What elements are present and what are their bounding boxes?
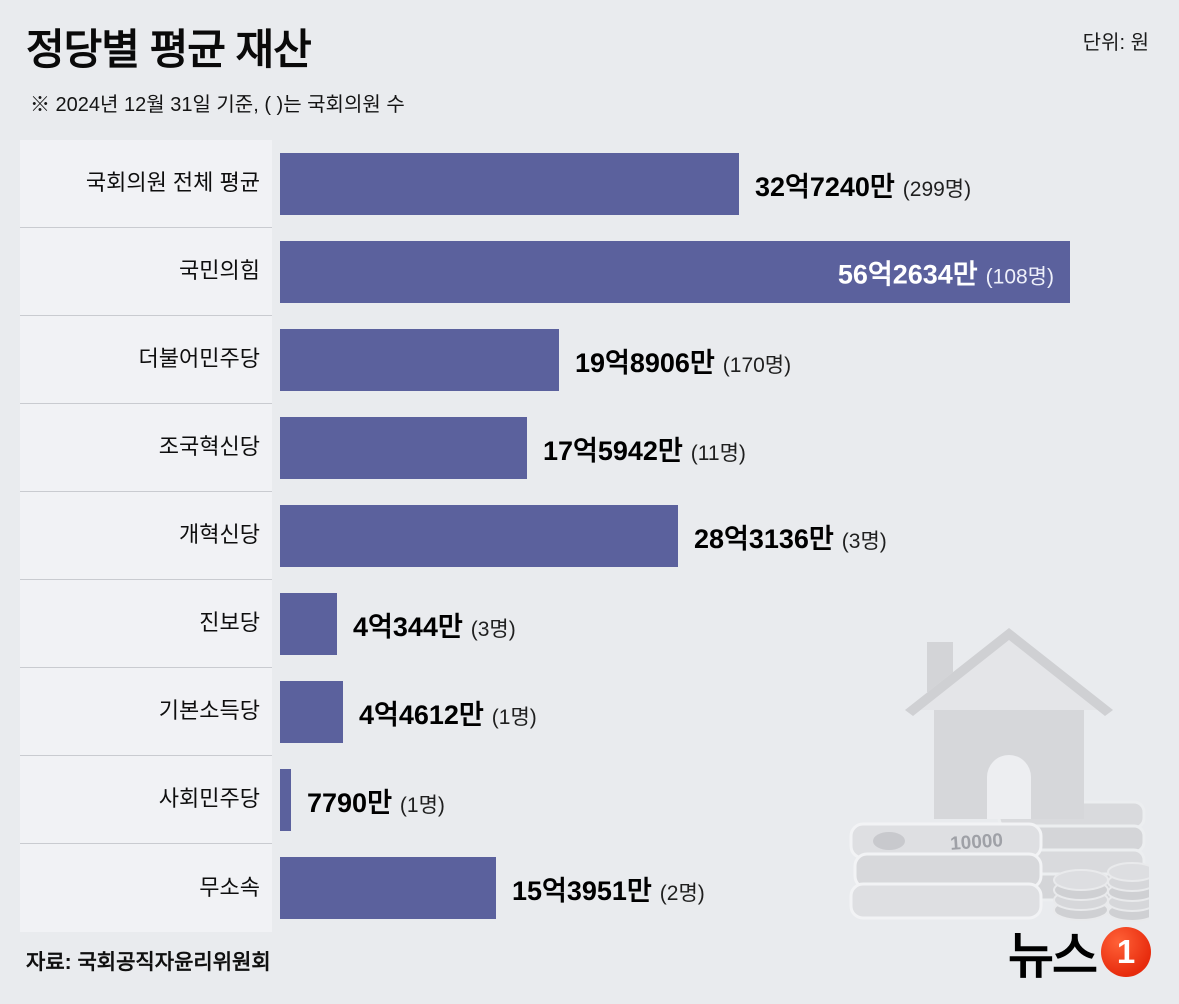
bar	[280, 681, 343, 743]
bar	[280, 417, 527, 479]
member-count: (2명)	[659, 881, 705, 905]
value-amount: 7790만	[307, 787, 392, 818]
bar-area: 17억5942만 (11명)	[280, 404, 1161, 492]
front-banknote-stack: 10000	[849, 822, 1043, 920]
value-amount: 32억7240만	[755, 171, 895, 202]
news1-logo-badge: 1	[1101, 927, 1151, 977]
value-label: 19억8906만 (170명)	[575, 341, 791, 380]
value-label: 7790만 (1명)	[307, 781, 445, 820]
value-amount: 19억8906만	[575, 347, 715, 378]
banknote-denomination: 10000	[950, 830, 1004, 855]
bar	[280, 857, 496, 919]
page-title: 정당별 평균 재산	[26, 26, 312, 73]
chart-row: 더불어민주당 19억8906만 (170명)	[20, 316, 1161, 404]
bar-area: 19억8906만 (170명)	[280, 316, 1161, 404]
value-label: 15억3951만 (2명)	[512, 869, 705, 908]
bar-area: 4억4612만 (1명)	[280, 668, 1161, 756]
chart-row: 국회의원 전체 평균 32억7240만 (299명)	[20, 140, 1161, 228]
chart-row: 사회민주당 7790만 (1명)	[20, 756, 1161, 844]
coin-stacks	[1053, 862, 1149, 922]
category-label: 기본소득당	[20, 668, 272, 756]
news1-logo: 뉴스 1	[1008, 916, 1151, 988]
value-label: 32억7240만 (299명)	[755, 165, 971, 204]
value-amount: 28억3136만	[694, 523, 834, 554]
value-label: 56억2634만 (108명)	[838, 253, 1054, 292]
bar	[280, 769, 291, 831]
member-count: (11명)	[690, 441, 746, 465]
chart-row: 진보당 4억344만 (3명)	[20, 580, 1161, 668]
chart-note: ※ 2024년 12월 31일 기준, ( )는 국회의원 수	[30, 94, 405, 116]
value-amount: 56억2634만	[837, 259, 978, 290]
bar-area: 28억3136만 (3명)	[280, 492, 1161, 580]
category-label: 국회의원 전체 평균	[20, 140, 272, 228]
member-count: (170명)	[722, 353, 792, 377]
money-house-illustration: 10000	[849, 628, 1149, 922]
chart-row: 무소속 15억3951만 (2명)	[20, 844, 1161, 932]
news1-logo-text: 뉴스	[1008, 928, 1098, 984]
member-count: (3명)	[841, 529, 887, 553]
bar-area: 56억2634만 (108명)	[280, 228, 1161, 316]
unit-label: 단위: 원	[1082, 32, 1149, 54]
category-label: 개혁신당	[20, 492, 272, 580]
value-label: 28억3136만 (3명)	[694, 517, 887, 556]
house-icon	[905, 628, 1113, 819]
bar-chart: 국회의원 전체 평균 32억7240만 (299명) 국민의힘 56억2634만 (108…	[20, 140, 1161, 934]
member-count: (3명)	[470, 617, 516, 641]
value-amount: 4억344만	[353, 611, 463, 642]
category-label: 조국혁신당	[20, 404, 272, 492]
chart-row: 국민의힘 56억2634만 (108명)	[20, 228, 1161, 316]
category-label: 사회민주당	[20, 756, 272, 844]
bar-area: 32억7240만 (299명)	[280, 140, 1161, 228]
member-count: (1명)	[491, 705, 537, 729]
bar-area: 15억3951만 (2명)	[280, 844, 1161, 932]
bar: 56억2634만 (108명)	[280, 241, 1070, 303]
chart-row: 조국혁신당 17억5942만 (11명)	[20, 404, 1161, 492]
value-amount: 17억5942만	[543, 435, 683, 466]
category-label: 더불어민주당	[20, 316, 272, 404]
bar	[280, 593, 337, 655]
value-label: 4억344만 (3명)	[353, 605, 516, 644]
member-count: (299명)	[902, 177, 972, 201]
value-label: 4억4612만 (1명)	[359, 693, 537, 732]
bar-area: 7790만 (1명)	[280, 756, 1161, 844]
data-source: 자료: 국회공직자윤리위원회	[26, 951, 271, 974]
value-amount: 15억3951만	[512, 875, 652, 906]
member-count: (1명)	[399, 793, 445, 817]
bar	[280, 329, 559, 391]
chart-row: 기본소득당 4억4612만 (1명)	[20, 668, 1161, 756]
chart-row: 개혁신당 28억3136만 (3명)	[20, 492, 1161, 580]
bar-area: 4억344만 (3명)	[280, 580, 1161, 668]
member-count: (108명)	[985, 265, 1054, 289]
bar	[280, 505, 678, 567]
category-label: 무소속	[20, 844, 272, 932]
value-amount: 4억4612만	[359, 699, 484, 730]
value-label: 17억5942만 (11명)	[543, 429, 746, 468]
category-label: 진보당	[20, 580, 272, 668]
bar	[280, 153, 739, 215]
category-label: 국민의힘	[20, 228, 272, 316]
